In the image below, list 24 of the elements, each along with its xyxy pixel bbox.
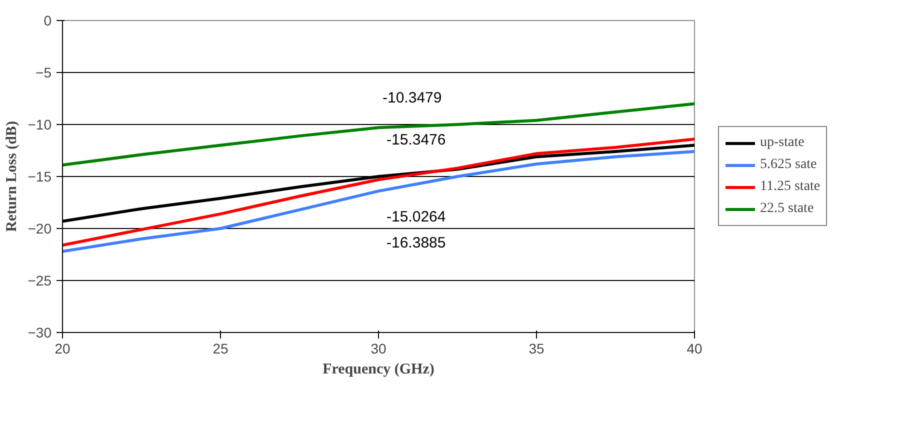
- x-tick-label: 30: [370, 340, 386, 356]
- y-axis-title: Return Loss (dB): [4, 121, 20, 232]
- x-tick-label: 20: [54, 340, 70, 356]
- y-tick-label: −20: [28, 220, 52, 236]
- y-tick-label: −5: [36, 64, 52, 80]
- annotation: -16.3885: [386, 234, 446, 252]
- x-tick-label: 40: [686, 340, 702, 356]
- y-tick-label: 0: [44, 12, 52, 28]
- annotation: -15.0264: [386, 208, 446, 226]
- annotation: -15.3476: [386, 132, 446, 148]
- y-tick-label: −15: [28, 168, 52, 184]
- annotation: -10.3479: [382, 90, 442, 106]
- legend-label: 11.25 state: [760, 179, 820, 195]
- line-series: [62, 150, 694, 253]
- legend-label: 22.5 state: [760, 201, 814, 217]
- legend-label: 5.625 sate: [760, 157, 817, 173]
- line-series: [62, 102, 694, 167]
- x-axis-title: Frequency (GHz): [322, 362, 434, 378]
- y-tick-label: −25: [28, 272, 52, 288]
- y-tick-label: −30: [28, 324, 52, 340]
- x-tick-label: 35: [528, 340, 544, 356]
- y-tick-label: −10: [28, 116, 52, 132]
- legend-label: up-state: [760, 135, 804, 151]
- x-tick-label: 25: [212, 340, 228, 356]
